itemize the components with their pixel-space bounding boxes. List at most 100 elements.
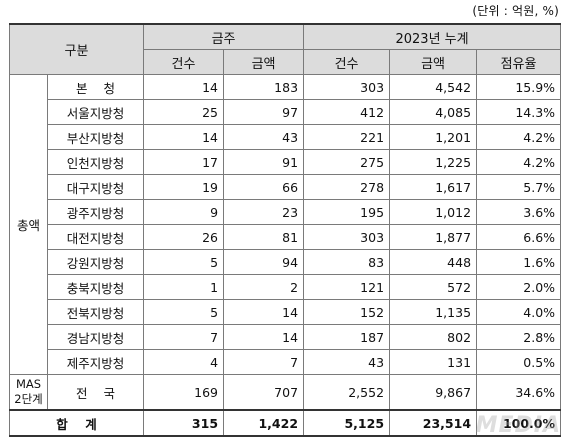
mas-cum-count: 2,552	[303, 374, 391, 411]
cell-cum-amount: 448	[389, 249, 478, 275]
mas-week-amount: 707	[223, 374, 305, 411]
row-name: 대구지방청	[46, 174, 145, 200]
row-name: 충북지방청	[46, 274, 145, 300]
cell-week-count: 14	[143, 74, 225, 100]
cell-week-count: 17	[143, 149, 225, 175]
cell-cum-count: 83	[303, 249, 391, 275]
table-row: 부산지방청 14 43 221 1,201 4.2%	[10, 124, 562, 150]
cell-cum-amount: 1,877	[389, 224, 478, 250]
cell-week-count: 25	[143, 99, 225, 125]
cell-week-amount: 2	[223, 274, 305, 300]
cell-week-amount: 7	[223, 349, 305, 375]
cell-week-count: 19	[143, 174, 225, 200]
header-row-groups: 구분 금주 2023년 누계	[8, 23, 562, 75]
cell-cum-amount: 4,542	[389, 74, 478, 100]
mas-name: 전 국	[46, 374, 145, 411]
mas-label-line1: MAS	[15, 377, 42, 391]
mas-share: 34.6%	[476, 374, 562, 411]
total-week-amount: 1,422	[223, 409, 305, 437]
row-name: 대전지방청	[46, 224, 145, 250]
cell-week-count: 7	[143, 324, 225, 350]
row-name: 강원지방청	[46, 249, 145, 275]
cell-cum-count: 278	[303, 174, 391, 200]
cell-share: 2.8%	[476, 324, 562, 350]
cell-week-amount: 14	[223, 324, 305, 350]
mas-week-count: 169	[143, 374, 225, 411]
mas-label: MAS 2단계	[9, 374, 48, 411]
category-label: 총액	[9, 74, 48, 375]
header-week-count: 건수	[143, 49, 225, 75]
cell-cum-amount: 1,201	[389, 124, 478, 150]
row-name: 전북지방청	[46, 299, 145, 325]
cell-share: 3.6%	[476, 199, 562, 225]
cell-week-amount: 43	[223, 124, 305, 150]
mas-row: MAS 2단계 전 국 169 707 2,552 9,867 34.6%	[9, 374, 562, 411]
cell-cum-count: 303	[303, 74, 391, 100]
header-share: 점유율	[476, 49, 562, 75]
table-row: 총액 본 청 14 183 303 4,542 15.9%	[9, 74, 562, 375]
cell-cum-count: 43	[303, 349, 391, 375]
table-row: 강원지방청 5 94 83 448 1.6%	[10, 249, 562, 275]
header-row-columns: 건수 금액 건수 금액 점유율	[10, 49, 562, 75]
total-cum-count: 5,125	[303, 409, 391, 437]
cell-cum-amount: 4,085	[389, 99, 478, 125]
unit-label: (단위 : 억원, %)	[472, 4, 559, 18]
cell-cum-amount: 572	[389, 274, 478, 300]
cell-week-amount: 91	[223, 149, 305, 175]
table-row: 전북지방청 5 14 152 1,135 4.0%	[10, 299, 562, 325]
table-row: 제주지방청 4 7 43 131 0.5%	[10, 349, 562, 375]
header-cumulative: 2023년 누계	[303, 23, 562, 50]
cell-cum-count: 121	[303, 274, 391, 300]
table-row: 경남지방청 7 14 187 802 2.8%	[10, 324, 562, 350]
table-row: 대구지방청 19 66 278 1,617 5.7%	[10, 174, 562, 200]
cell-cum-count: 221	[303, 124, 391, 150]
total-label: 합 계	[8, 409, 145, 437]
cell-cum-count: 275	[303, 149, 391, 175]
cell-week-count: 5	[143, 249, 225, 275]
table-row: 인천지방청 17 91 275 1,225 4.2%	[10, 149, 562, 175]
table-row: 충북지방청 1 2 121 572 2.0%	[10, 274, 562, 300]
cell-cum-count: 195	[303, 199, 391, 225]
cell-share: 4.2%	[476, 124, 562, 150]
table-row: 서울지방청 25 97 412 4,085 14.3%	[10, 99, 562, 125]
cell-share: 0.5%	[476, 349, 562, 375]
cell-week-amount: 66	[223, 174, 305, 200]
cell-cum-count: 187	[303, 324, 391, 350]
cell-week-count: 5	[143, 299, 225, 325]
cell-week-amount: 23	[223, 199, 305, 225]
table-row: 대전지방청 26 81 303 1,877 6.6%	[10, 224, 562, 250]
cell-share: 4.0%	[476, 299, 562, 325]
total-week-count: 315	[143, 409, 225, 437]
cell-share: 4.2%	[476, 149, 562, 175]
row-name: 부산지방청	[46, 124, 145, 150]
cell-week-count: 4	[143, 349, 225, 375]
cell-share: 14.3%	[476, 99, 562, 125]
header-category: 구분	[8, 23, 145, 75]
statistics-table: 구분 금주 2023년 누계 건수 금액 건수 금액 점유율 총액 본 청 14 18…	[8, 23, 562, 437]
total-row: 합 계 315 1,422 5,125 23,514 100.0%	[8, 409, 562, 437]
mas-cum-amount: 9,867	[389, 374, 478, 411]
cell-week-count: 14	[143, 124, 225, 150]
cell-share: 6.6%	[476, 224, 562, 250]
cell-share: 2.0%	[476, 274, 562, 300]
cell-cum-count: 303	[303, 224, 391, 250]
cell-week-amount: 97	[223, 99, 305, 125]
row-name: 인천지방청	[46, 149, 145, 175]
row-name: 본 청	[46, 74, 145, 100]
cell-cum-count: 152	[303, 299, 391, 325]
cell-share: 5.7%	[476, 174, 562, 200]
row-name: 광주지방청	[46, 199, 145, 225]
row-name: 서울지방청	[46, 99, 145, 125]
watermark-logo: MEDIA	[475, 413, 561, 438]
cell-week-amount: 14	[223, 299, 305, 325]
header-current-week: 금주	[143, 23, 305, 50]
cell-share: 15.9%	[476, 74, 562, 100]
cell-cum-amount: 1,225	[389, 149, 478, 175]
mas-label-line2: 2단계	[14, 392, 43, 406]
table-body: 총액 본 청 14 183 303 4,542 15.9% 서울지방청 25 97 412 4,085…	[8, 74, 562, 437]
header-week-amount: 금액	[223, 49, 305, 75]
table-row: 광주지방청 9 23 195 1,012 3.6%	[10, 199, 562, 225]
cell-share: 1.6%	[476, 249, 562, 275]
header-cum-count: 건수	[303, 49, 391, 75]
cell-week-count: 1	[143, 274, 225, 300]
